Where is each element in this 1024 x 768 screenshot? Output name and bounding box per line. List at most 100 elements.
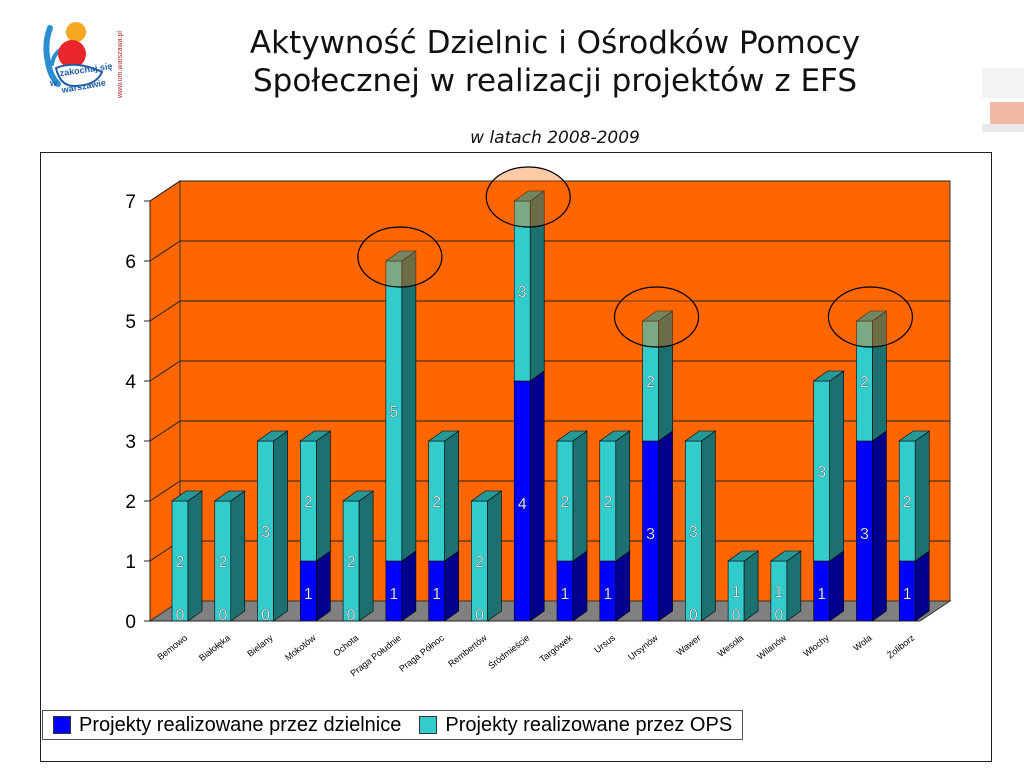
bar-ops-top bbox=[598, 430, 631, 442]
bar-ops-side bbox=[743, 550, 759, 622]
bar-ops bbox=[213, 490, 246, 622]
bar-ops-top bbox=[470, 490, 503, 502]
data-label-ops: 3 bbox=[518, 284, 527, 301]
gridline bbox=[149, 420, 950, 442]
y-tick-label: 2 bbox=[125, 492, 136, 513]
bar-ops-top bbox=[171, 490, 203, 502]
x-tick-label: Praga Północ bbox=[397, 632, 446, 673]
bar-ops-top bbox=[384, 250, 417, 262]
x-tick-label: Ochota bbox=[331, 633, 360, 659]
title-line-2: Społecznej w realizacji projektów z EFS bbox=[252, 63, 857, 99]
x-tick-label: Bielany bbox=[245, 632, 275, 658]
bar-ops-side bbox=[187, 490, 203, 622]
city-logo: zakochaj się w warszawie www.um.warszawa… bbox=[36, 14, 132, 104]
bar-dzielnice-side bbox=[316, 550, 331, 622]
x-tick-label: Bemowo bbox=[155, 633, 189, 662]
bar-ops bbox=[598, 430, 631, 562]
data-label-dzielnice: 1 bbox=[304, 586, 313, 603]
bar-ops-side bbox=[829, 370, 844, 562]
data-label-dzielnice: 0 bbox=[218, 607, 227, 624]
x-tick-label: Śródmieście bbox=[486, 632, 532, 671]
bar-dzielnice-side bbox=[401, 550, 417, 622]
x-tick-label: Włochy bbox=[801, 632, 831, 658]
bar-dzielnice-side bbox=[444, 550, 459, 622]
bar-ops-side bbox=[786, 550, 802, 622]
gridline bbox=[149, 360, 950, 382]
bar-ops bbox=[342, 490, 375, 622]
bar-ops bbox=[727, 550, 760, 622]
bar-dzielnice bbox=[641, 430, 674, 622]
y-tick-label: 7 bbox=[125, 192, 136, 213]
bar-dzielnice bbox=[556, 550, 588, 622]
bar-ops-top bbox=[684, 430, 717, 442]
legend-item-dzielnice: Projekty realizowane przez dzielnice bbox=[53, 714, 401, 737]
data-label-dzielnice: 0 bbox=[774, 607, 783, 624]
bar-ops-top bbox=[427, 430, 460, 442]
gridline bbox=[149, 240, 950, 262]
x-tick-label: Rembertów bbox=[446, 632, 489, 669]
bar-ops-side bbox=[914, 430, 930, 562]
highlight-circles-layer bbox=[357, 166, 914, 348]
data-label-dzielnice: 1 bbox=[903, 586, 912, 603]
bar-ops-side bbox=[316, 430, 331, 562]
data-label-dzielnice: 1 bbox=[603, 586, 612, 603]
bar-ops-top bbox=[513, 190, 546, 202]
data-label-ops: 2 bbox=[475, 554, 484, 571]
data-label-ops: 2 bbox=[603, 494, 612, 511]
chart-legend: Projekty realizowane przez dzielnice Pro… bbox=[42, 710, 744, 740]
highlight-circle bbox=[357, 226, 443, 288]
bar-ops-side bbox=[572, 430, 588, 562]
data-label-dzielnice: 1 bbox=[389, 586, 398, 603]
x-tick-label: Białołęka bbox=[197, 633, 232, 663]
bar-ops-side bbox=[615, 430, 631, 562]
legend-label-ops: Projekty realizowane przez OPS bbox=[445, 713, 733, 736]
logo-side-text: www.um.warszawa.pl bbox=[117, 31, 124, 99]
bar-ops bbox=[684, 430, 717, 622]
data-label-dzielnice: 1 bbox=[432, 586, 441, 603]
legend-label-dzielnice: Projekty realizowane przez dzielnice bbox=[79, 713, 402, 736]
y-tick-label: 6 bbox=[125, 252, 136, 273]
bar-ops-side bbox=[701, 430, 716, 622]
data-label-ops: 2 bbox=[646, 374, 655, 391]
x-tick-label: Żoliborz bbox=[885, 632, 917, 660]
bar-dzielnice-side bbox=[914, 550, 930, 622]
bar-ops-top bbox=[556, 430, 588, 442]
data-label-ops: 2 bbox=[347, 554, 356, 571]
data-labels-layer: 0 2 0 2 0 3 1 2 0 2 1 5 1 2 0 2 4 3 1 2 1 2 3 2 0 3 0 1 0 1 1 3 3 2 1 2 bbox=[175, 284, 912, 624]
bar-ops bbox=[812, 370, 845, 562]
data-label-ops: 1 bbox=[774, 584, 783, 601]
bar-ops-top bbox=[641, 310, 674, 322]
bar-dzielnice-side bbox=[829, 550, 844, 622]
data-label-dzielnice: 0 bbox=[732, 607, 741, 624]
data-label-ops: 5 bbox=[389, 404, 398, 421]
bar-ops bbox=[171, 490, 203, 622]
legend-swatch-dzielnice bbox=[53, 716, 71, 734]
x-tick-label: Wawer bbox=[675, 633, 703, 658]
bar-dzielnice-side bbox=[658, 430, 673, 622]
bar-ops-top bbox=[727, 550, 760, 562]
bar-ops-side bbox=[358, 490, 374, 622]
data-label-ops: 3 bbox=[689, 524, 698, 541]
data-label-dzielnice: 1 bbox=[817, 586, 826, 603]
data-label-dzielnice: 0 bbox=[347, 607, 356, 624]
y-tick-label: 3 bbox=[125, 432, 136, 453]
decorative-corner-bars bbox=[982, 68, 1024, 132]
legend-swatch-ops bbox=[419, 716, 438, 734]
bar-ops-top bbox=[342, 490, 375, 502]
data-label-dzielnice: 3 bbox=[646, 526, 655, 543]
slide-subtitle: w latach 2008-2009 bbox=[470, 128, 640, 148]
stacked-bar-chart: 0 2 0 2 0 3 1 2 0 2 1 5 1 2 0 2 4 3 1 2 1 2 3 2 0 3 0 1 0 1 1 3 3 2 1 2 0 1 2… bbox=[125, 166, 952, 678]
bar-dzielnice-side bbox=[615, 550, 631, 622]
y-tick-label: 5 bbox=[125, 312, 136, 333]
title-line-1: Aktywność Dzielnic i Ośrodków Pomocy bbox=[249, 25, 861, 61]
bar-dzielnice-side bbox=[572, 550, 588, 622]
data-label-dzielnice: 3 bbox=[860, 526, 869, 543]
bar-ops bbox=[855, 310, 888, 442]
data-label-ops: 2 bbox=[903, 494, 912, 511]
bar-ops bbox=[513, 190, 546, 382]
logo-text-mid: w bbox=[49, 78, 58, 88]
y-tick-label: 4 bbox=[125, 372, 136, 393]
y-tick-label: 0 bbox=[125, 612, 136, 633]
data-label-ops: 2 bbox=[218, 554, 227, 571]
x-tick-label: Mokotów bbox=[283, 632, 318, 662]
